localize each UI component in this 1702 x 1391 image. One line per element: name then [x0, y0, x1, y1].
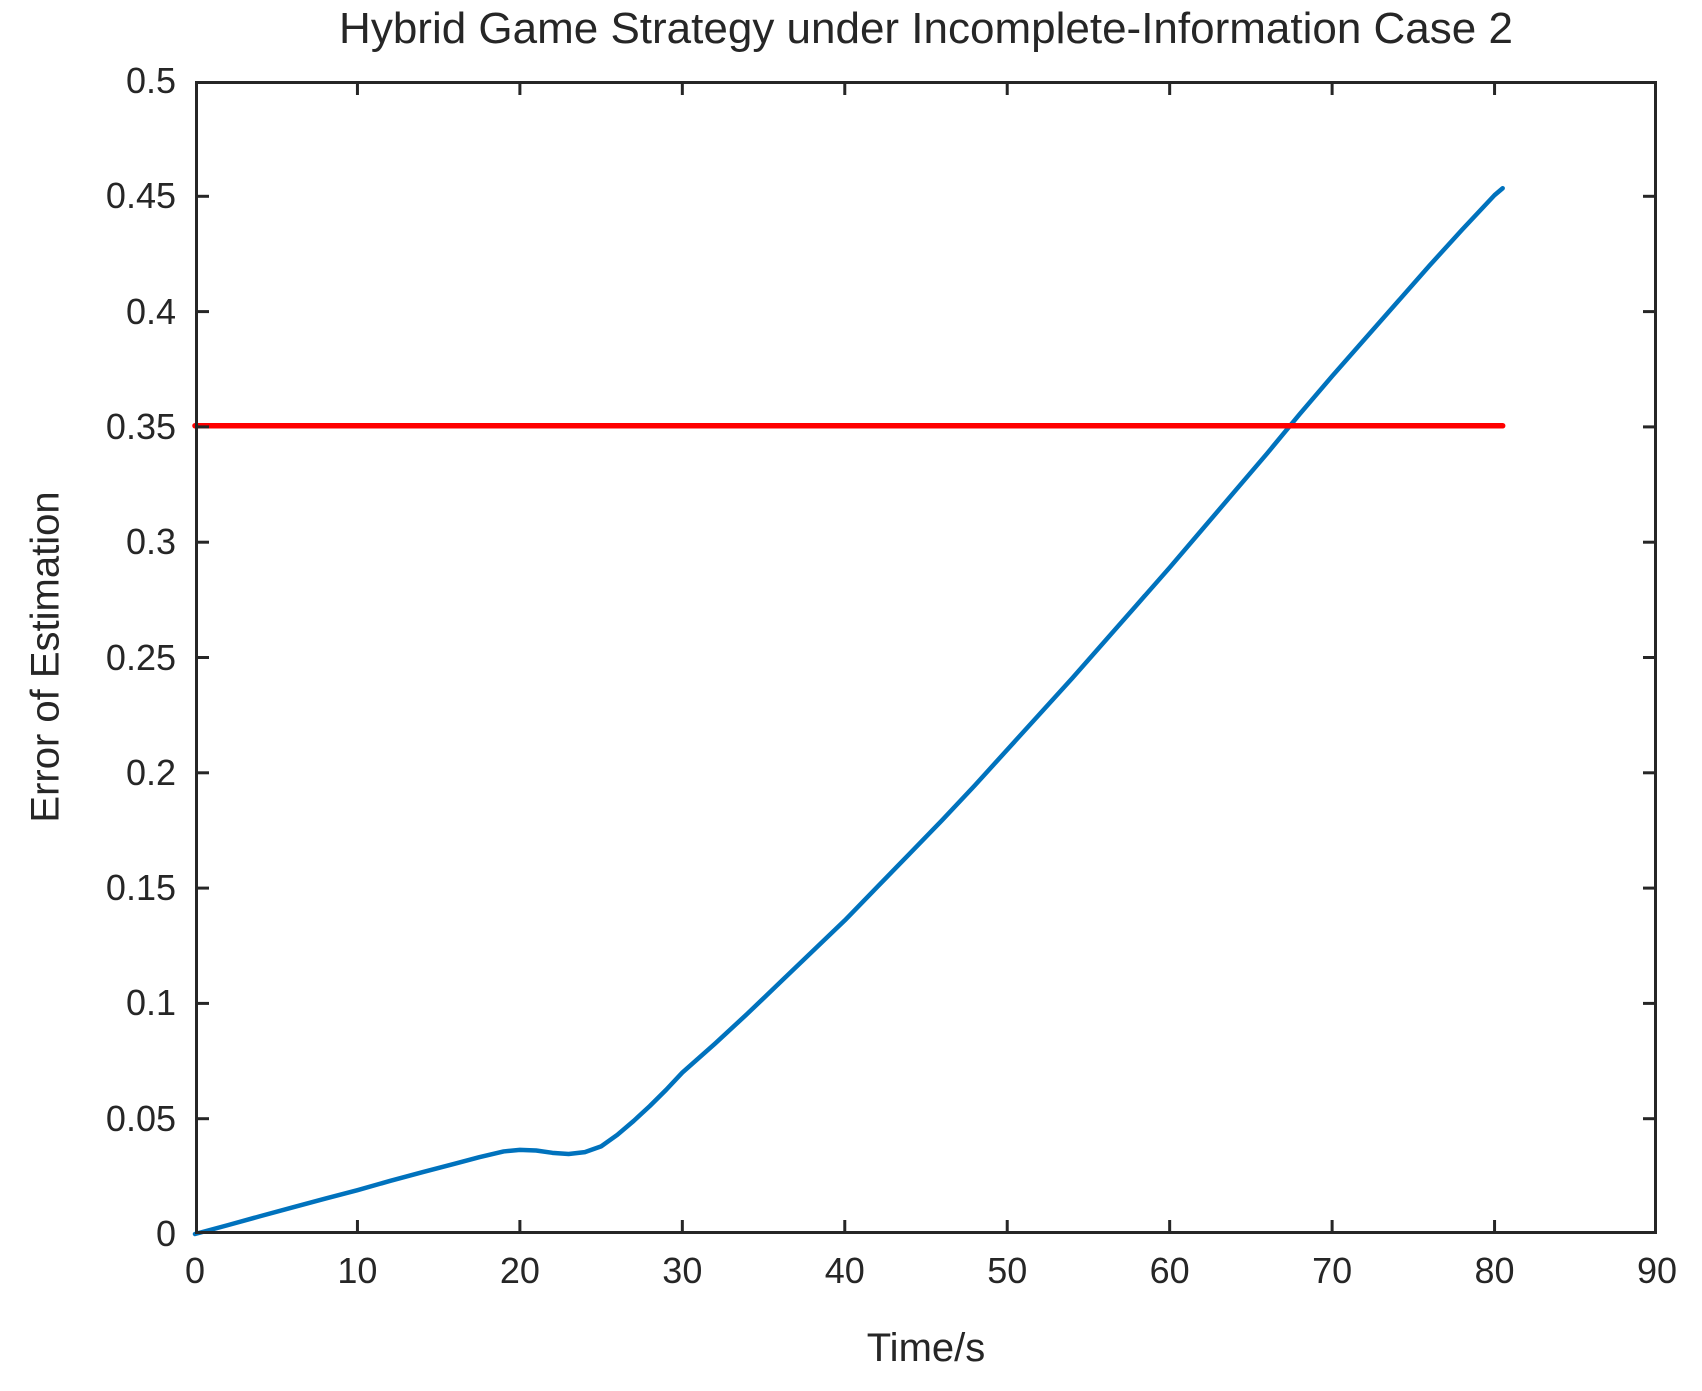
y-tick-label: 0.3	[125, 521, 176, 563]
y-tick-label: 0.05	[105, 1097, 176, 1139]
x-tick-label: 50	[987, 1250, 1028, 1291]
x-tick-label: 0	[184, 1250, 206, 1291]
x-tick-label: 30	[662, 1250, 703, 1291]
y-tick-label: 0.5	[125, 60, 176, 101]
x-tick-label: 70	[1312, 1250, 1353, 1291]
plot-canvas	[192, 81, 1657, 1237]
x-tick-label: 20	[499, 1250, 540, 1291]
y-tick-label: 0	[155, 1213, 176, 1254]
x-tick-label: 60	[1149, 1250, 1190, 1291]
y-tick-label: 0.25	[105, 636, 176, 678]
plot-area	[192, 81, 1657, 1237]
chart-title: Hybrid Game Strategy under Incomplete-In…	[339, 4, 1513, 53]
estimation-error-line	[192, 185, 1505, 1237]
y-tick-label: 0.45	[105, 175, 176, 217]
x-tick-label: 80	[1474, 1250, 1515, 1291]
y-tick-label: 0.4	[125, 290, 176, 332]
y-tick-label: 0.35	[105, 405, 176, 447]
x-tick-label: 40	[824, 1250, 865, 1291]
y-tick-label: 0.1	[125, 982, 176, 1024]
x-tick-label: 10	[337, 1250, 378, 1291]
y-tick-label: 0.2	[125, 751, 176, 793]
y-tick-label: 0.15	[105, 867, 176, 909]
x-tick-label: 90	[1636, 1250, 1678, 1291]
x-axis-label: Time/s	[866, 1326, 986, 1370]
